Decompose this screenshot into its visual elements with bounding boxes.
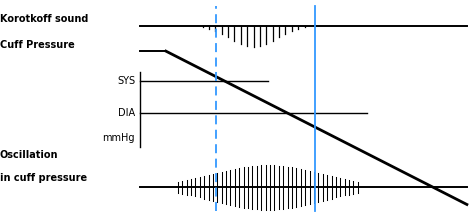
Text: mmHg: mmHg: [102, 134, 135, 143]
Text: Cuff Pressure: Cuff Pressure: [0, 40, 75, 50]
Text: in cuff pressure: in cuff pressure: [0, 173, 87, 183]
Text: SYS: SYS: [117, 76, 135, 86]
Text: Oscillation: Oscillation: [0, 150, 58, 160]
Text: DIA: DIA: [118, 108, 135, 118]
Text: Korotkoff sound: Korotkoff sound: [0, 14, 88, 24]
